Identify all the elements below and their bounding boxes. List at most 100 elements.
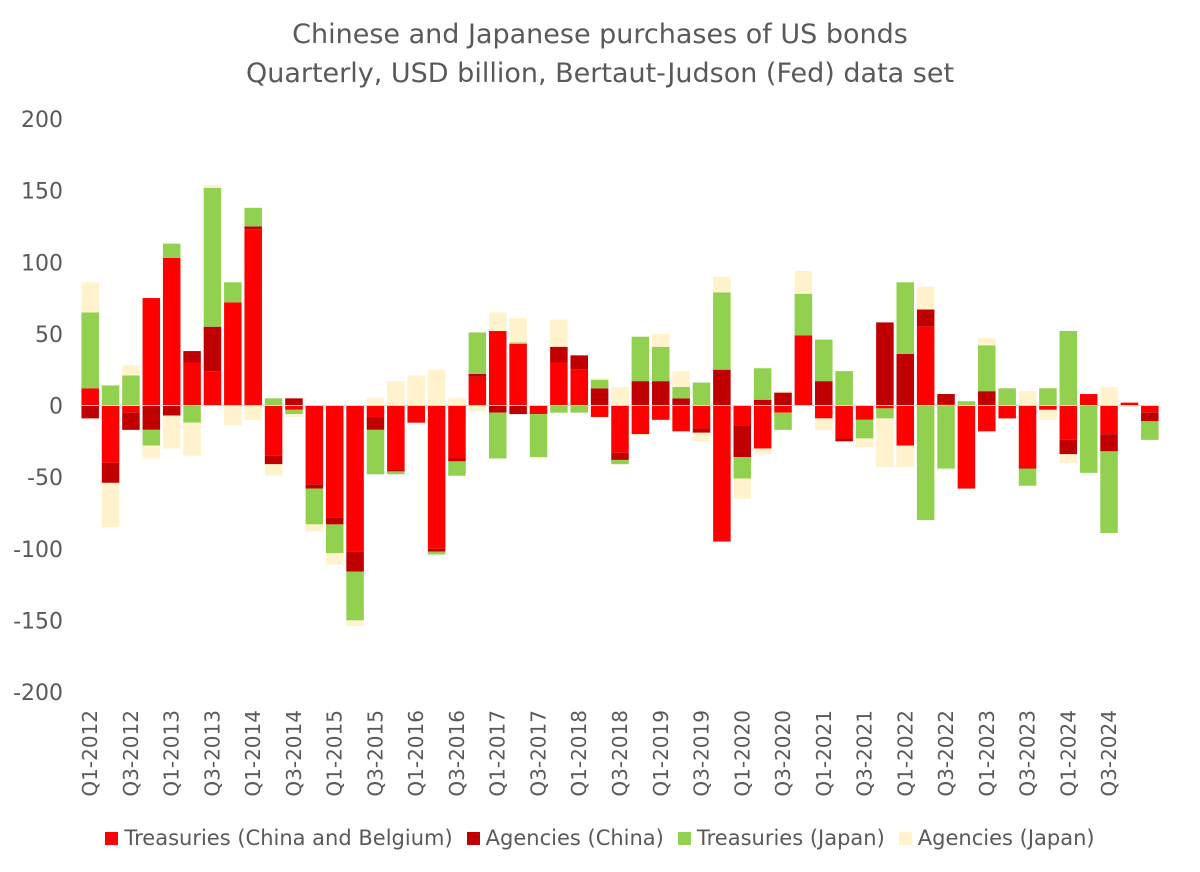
bar-segment xyxy=(325,553,344,565)
bar-segment xyxy=(692,405,711,429)
bar-segment xyxy=(325,517,344,525)
bar-segment xyxy=(488,405,507,413)
bar-segment xyxy=(1120,402,1139,406)
bar-segment xyxy=(203,184,222,188)
bar-segment xyxy=(142,429,161,446)
bar-segment xyxy=(631,381,650,406)
bar-segment xyxy=(672,398,690,406)
bar-segment xyxy=(162,243,181,258)
x-tick-label: Q1-2012 xyxy=(78,710,102,797)
bar-segment xyxy=(468,373,487,377)
bar-segment xyxy=(122,405,140,413)
x-tick-label: Q1-2016 xyxy=(404,710,428,797)
x-tick-label: Q1-2015 xyxy=(323,710,347,797)
x-tick-label: Q1-2020 xyxy=(730,710,754,797)
bar-segment xyxy=(835,405,853,439)
bar-segment xyxy=(1100,451,1118,533)
bar-segment xyxy=(855,419,874,439)
x-tick-label: Q1-2019 xyxy=(649,710,673,797)
bar-segment xyxy=(713,369,731,406)
bar-segment xyxy=(1141,405,1159,413)
bar-segment xyxy=(794,335,813,406)
bar-segment xyxy=(407,375,425,406)
bar-segment xyxy=(529,457,548,459)
bar-segment xyxy=(244,229,262,406)
bar-segment xyxy=(142,298,161,406)
x-tick-label: Q1-2023 xyxy=(975,710,999,797)
bar-segment xyxy=(325,405,344,518)
bar-segment xyxy=(1039,388,1057,406)
bar-segment xyxy=(957,487,976,489)
bar-segment xyxy=(122,375,140,406)
bar-segment xyxy=(81,282,99,313)
bar-segment xyxy=(753,399,772,406)
y-tick-label: 100 xyxy=(21,251,63,276)
y-tick-label: -50 xyxy=(27,466,63,491)
legend-label: Treasuries (China and Belgium) xyxy=(124,826,453,850)
bar-segment xyxy=(876,322,894,406)
bar-segment xyxy=(427,551,446,555)
x-tick-label: Q3-2013 xyxy=(200,710,224,797)
bar-segment xyxy=(876,405,894,409)
bar-segment xyxy=(529,405,548,415)
bar-segment xyxy=(1018,405,1037,468)
bar-segment xyxy=(142,405,161,430)
bar-segment xyxy=(183,362,201,406)
bar-segment xyxy=(916,405,935,521)
y-tick-label: 0 xyxy=(49,395,63,420)
bar-segment xyxy=(407,405,425,423)
bar-segment xyxy=(122,412,140,430)
bar-segment xyxy=(488,312,507,332)
bar-segment xyxy=(651,381,670,406)
legend-label: Agencies (Japan) xyxy=(917,826,1095,850)
bar-segment xyxy=(366,416,385,430)
bar-segment xyxy=(162,405,181,416)
bar-segment xyxy=(896,405,915,446)
bar-segment xyxy=(244,207,262,227)
bar-segment xyxy=(815,418,833,430)
bar-segment xyxy=(998,388,1016,406)
bar-segment xyxy=(611,459,629,465)
bar-segment xyxy=(815,381,833,406)
bar-segment xyxy=(142,445,161,459)
bar-segment xyxy=(916,309,935,327)
bar-segment xyxy=(855,438,874,448)
bar-segment xyxy=(305,484,324,489)
bar-segment xyxy=(1018,467,1037,469)
bar-segment xyxy=(835,371,853,406)
bar-segment xyxy=(509,405,527,415)
bar-segment xyxy=(998,405,1016,419)
bar-segment xyxy=(1059,454,1078,463)
y-tick-label: -100 xyxy=(13,538,63,563)
x-tick-label: Q1-2018 xyxy=(567,710,591,797)
bar-segment xyxy=(916,326,935,406)
bar-segment xyxy=(427,548,446,552)
bar-segment xyxy=(244,226,262,230)
y-tick-label: 50 xyxy=(35,323,63,348)
legend: Treasuries (China and Belgium) Agencies (… xyxy=(0,826,1200,850)
bar-segment xyxy=(509,343,527,406)
bar-segment xyxy=(264,398,283,406)
x-tick-label: Q3-2014 xyxy=(282,710,306,797)
legend-swatch xyxy=(466,831,480,845)
bar-segment xyxy=(448,398,466,406)
bar-segment xyxy=(264,464,283,476)
bar-segment xyxy=(346,405,364,552)
bar-segment xyxy=(387,471,405,475)
bar-segment xyxy=(672,405,690,432)
bar-segment xyxy=(876,408,894,419)
bar-segment xyxy=(387,405,405,470)
x-tick-label: Q1-2022 xyxy=(893,710,917,797)
bar-segment xyxy=(672,386,690,399)
bar-segment xyxy=(427,369,446,406)
bar-segment xyxy=(815,405,833,419)
bar-segment xyxy=(427,405,446,549)
bar-segment xyxy=(162,415,181,449)
bar-segment xyxy=(285,409,303,415)
x-tick-label: Q3-2021 xyxy=(853,710,877,797)
x-tick-label: Q3-2018 xyxy=(608,710,632,797)
bar-segment xyxy=(937,404,955,406)
bar-segment xyxy=(1141,412,1159,422)
legend-item: Treasuries (China and Belgium) xyxy=(105,826,453,850)
